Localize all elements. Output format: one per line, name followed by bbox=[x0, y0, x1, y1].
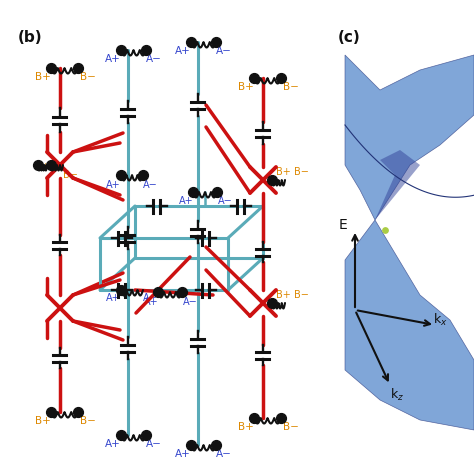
Text: A−: A− bbox=[143, 180, 157, 190]
Text: A+: A+ bbox=[105, 54, 121, 64]
Point bbox=[117, 171, 125, 179]
Text: A+: A+ bbox=[175, 449, 191, 459]
Point bbox=[187, 441, 195, 449]
Point bbox=[117, 46, 125, 54]
Point bbox=[250, 74, 258, 82]
Point bbox=[74, 64, 82, 72]
Point bbox=[277, 414, 285, 422]
Point bbox=[189, 188, 197, 196]
Text: B+: B+ bbox=[35, 72, 51, 82]
Text: A+: A+ bbox=[144, 297, 158, 307]
Text: B+: B+ bbox=[35, 162, 49, 172]
Point bbox=[74, 408, 82, 416]
Point bbox=[268, 176, 276, 184]
Text: B−: B− bbox=[80, 72, 96, 82]
Text: (b): (b) bbox=[18, 30, 43, 45]
Text: A+: A+ bbox=[106, 293, 120, 303]
Text: k$_z$: k$_z$ bbox=[390, 387, 404, 403]
Text: A−: A− bbox=[146, 439, 162, 449]
Text: B+: B+ bbox=[275, 167, 291, 177]
Text: A+: A+ bbox=[105, 439, 121, 449]
Point bbox=[34, 161, 42, 169]
Point bbox=[117, 431, 125, 439]
Text: B−: B− bbox=[80, 416, 96, 426]
Text: B−: B− bbox=[293, 167, 309, 177]
Point bbox=[213, 188, 221, 196]
Point bbox=[250, 414, 258, 422]
Text: B+: B+ bbox=[238, 422, 254, 432]
Text: A+: A+ bbox=[179, 196, 193, 206]
Point bbox=[47, 64, 55, 72]
Text: A−: A− bbox=[146, 54, 162, 64]
Point bbox=[381, 226, 389, 234]
Point bbox=[277, 74, 285, 82]
Text: B−: B− bbox=[283, 82, 299, 92]
Text: A−: A− bbox=[182, 297, 197, 307]
Text: (c): (c) bbox=[338, 30, 361, 45]
Point bbox=[187, 38, 195, 46]
Text: B−: B− bbox=[293, 290, 309, 300]
Point bbox=[178, 288, 186, 296]
Text: k$_x$: k$_x$ bbox=[433, 312, 447, 328]
Point bbox=[117, 286, 125, 294]
Text: E: E bbox=[338, 218, 347, 232]
Point bbox=[139, 171, 147, 179]
Text: A+: A+ bbox=[175, 46, 191, 56]
PathPatch shape bbox=[375, 150, 420, 220]
Text: B+: B+ bbox=[238, 82, 254, 92]
Text: A−: A− bbox=[143, 293, 157, 303]
Point bbox=[154, 288, 162, 296]
Point bbox=[268, 299, 276, 307]
Point bbox=[47, 408, 55, 416]
Point bbox=[142, 46, 150, 54]
Point bbox=[212, 441, 220, 449]
PathPatch shape bbox=[345, 220, 474, 430]
Text: A−: A− bbox=[216, 46, 232, 56]
PathPatch shape bbox=[345, 55, 474, 220]
Text: A−: A− bbox=[218, 196, 232, 206]
Point bbox=[47, 161, 55, 169]
Text: B+: B+ bbox=[275, 290, 291, 300]
Point bbox=[212, 38, 220, 46]
Text: A−: A− bbox=[216, 449, 232, 459]
Text: A+: A+ bbox=[106, 180, 120, 190]
Text: B+: B+ bbox=[35, 416, 51, 426]
Text: B−: B− bbox=[63, 170, 77, 180]
Point bbox=[142, 431, 150, 439]
Text: B−: B− bbox=[283, 422, 299, 432]
